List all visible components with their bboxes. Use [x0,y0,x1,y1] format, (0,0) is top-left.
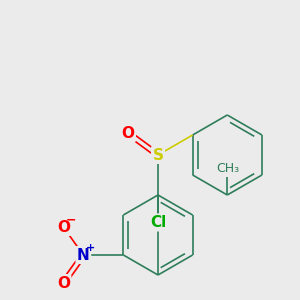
Text: O: O [57,275,70,290]
Text: O: O [57,220,70,235]
Text: O: O [122,125,134,140]
Text: S: S [152,148,164,163]
Text: +: + [86,243,95,253]
Text: CH₃: CH₃ [217,162,240,175]
Text: N: N [77,248,90,262]
Text: −: − [66,214,76,226]
Text: Cl: Cl [150,215,166,230]
